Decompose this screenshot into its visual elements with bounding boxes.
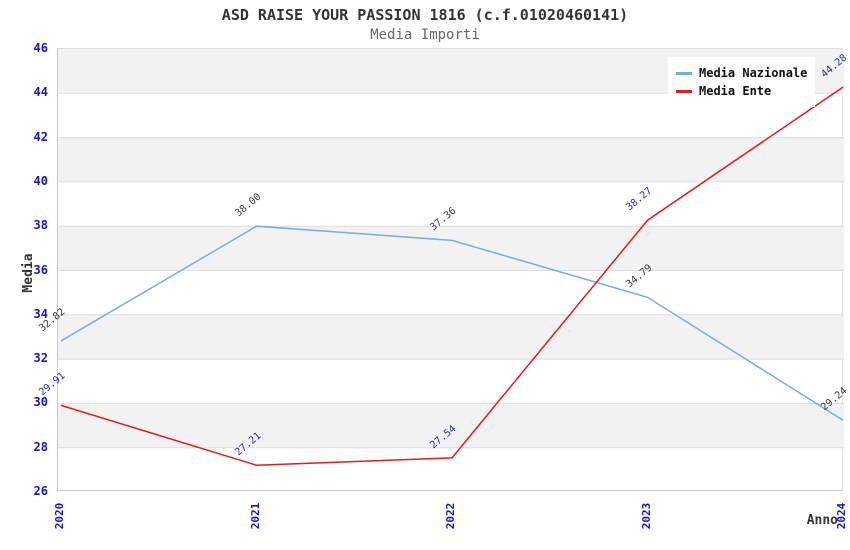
legend: Media Nazionale Media Ente: [668, 57, 816, 107]
x-tick-label: 2023: [639, 502, 653, 530]
band: [58, 226, 844, 271]
y-tick-label: 28: [33, 439, 48, 454]
point-label: 38.27: [623, 185, 654, 214]
y-tick-label: 32: [33, 351, 48, 366]
point-label: 27.21: [232, 430, 263, 459]
point-label: 37.36: [428, 205, 459, 234]
chart-title: ASD RAISE YOUR PASSION 1816 (c.f.0102046…: [221, 6, 629, 24]
y-axis-title: Media: [21, 253, 36, 293]
y-tick-label: 26: [33, 484, 48, 498]
point-labels-layer: 32.82 38.00 37.36 34.79 29.24 29.91 27.21 27.54…: [37, 49, 849, 490]
point-label: 44.28: [819, 52, 850, 81]
x-tick-label: 2020: [53, 502, 66, 530]
y-tick-label: 30: [33, 395, 48, 410]
y-tick-label: 36: [33, 262, 48, 277]
y-tick-label: 46: [33, 41, 48, 55]
chart-subtitle: Media Importi: [370, 27, 480, 43]
legend-label-media-nazionale: Media Nazionale: [699, 66, 808, 80]
legend-item-media-ente: Media Ente: [676, 83, 807, 99]
y-tick-label: 40: [33, 173, 48, 188]
point-label: 27.54: [428, 423, 459, 452]
y-tick-label: 34: [33, 306, 48, 321]
y-tick-label: 42: [33, 129, 48, 144]
legend-label-media-ente: Media Ente: [699, 84, 772, 98]
media-ente-line-swatch: [676, 89, 692, 93]
band: [58, 314, 844, 360]
y-tick-label: 38: [33, 218, 48, 233]
series-line-media-nazionale: [60, 225, 844, 421]
point-label: 34.79: [623, 262, 654, 291]
x-axis-title: Anno: [806, 513, 838, 528]
media-nazionale-line-swatch: [676, 71, 692, 75]
y-tick-label: 44: [33, 85, 48, 100]
series-line-media-ente: [60, 86, 844, 466]
point-label: 38.00: [232, 191, 263, 220]
point-label: 29.24: [819, 385, 850, 414]
legend-item-media-nazionale: Media Nazionale: [676, 65, 807, 81]
x-tick-label: 2022: [444, 502, 457, 530]
band: [58, 137, 844, 182]
plot-svg: [58, 49, 844, 466]
x-tick-label: 2021: [248, 502, 262, 530]
plot-area: 32.82 38.00 37.36 34.79 29.24 29.91 27.21 27.54…: [37, 48, 849, 491]
band: [58, 403, 844, 448]
